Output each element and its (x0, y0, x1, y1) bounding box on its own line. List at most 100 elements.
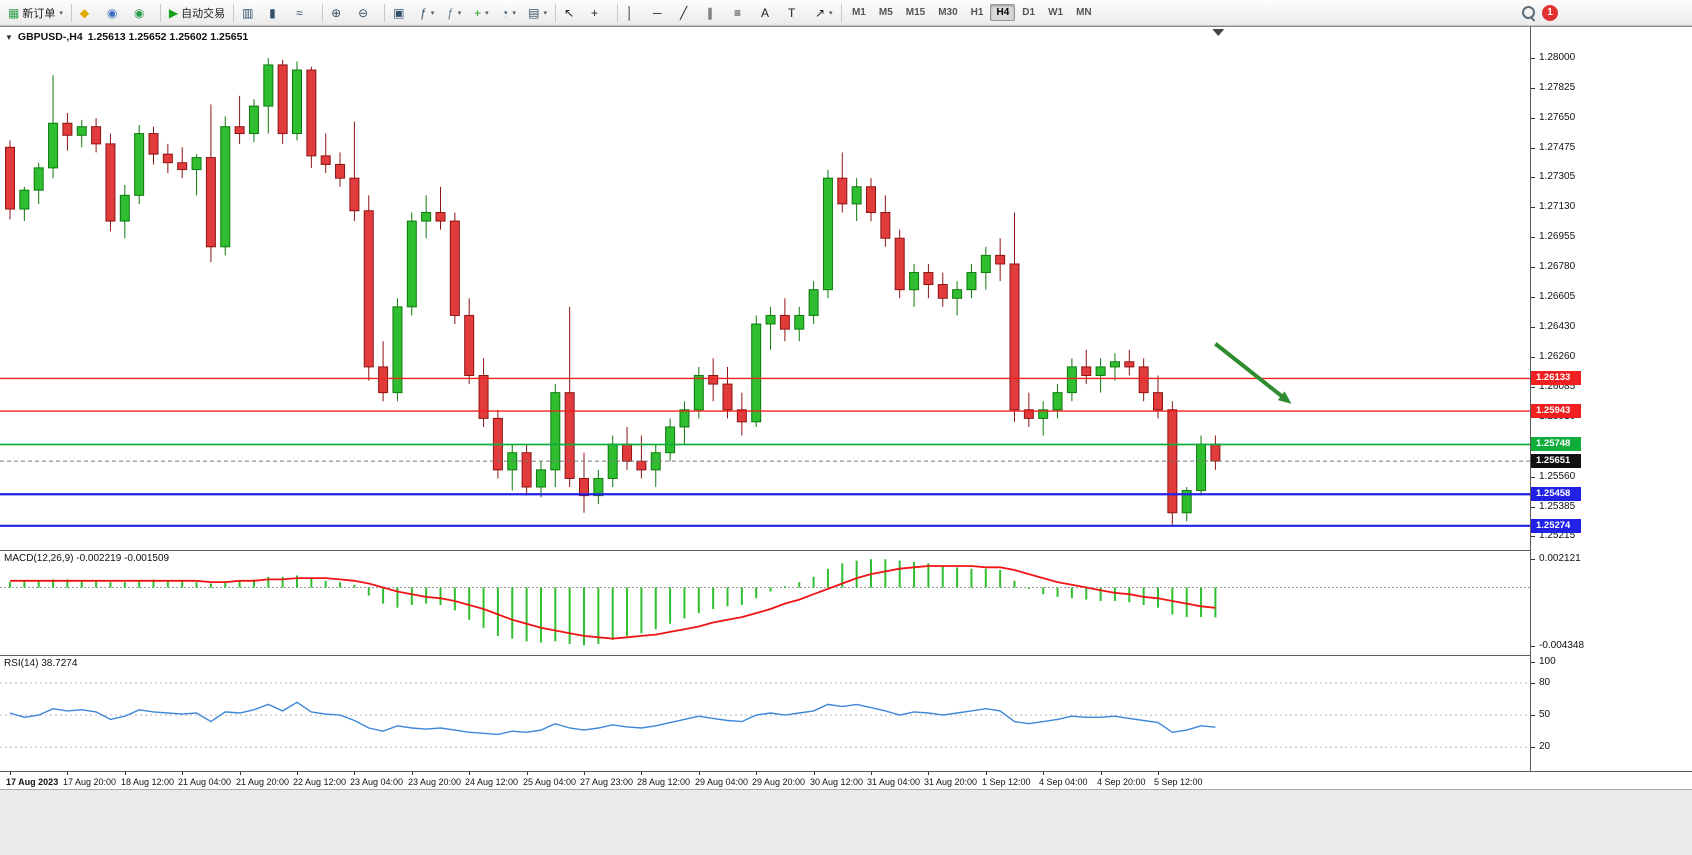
bar-chart-button[interactable]: ▥ (238, 2, 264, 24)
time-label: 1 Sep 12:00 (982, 777, 1031, 787)
search-icon[interactable] (1519, 4, 1537, 22)
rsi-tick-label: 20 (1539, 741, 1551, 752)
wizard-icon: ◆ (79, 5, 90, 20)
candle (636, 460, 647, 471)
templates-button[interactable]: ▤ ▾ (524, 2, 551, 24)
candle (1052, 392, 1063, 411)
candle (579, 477, 589, 497)
time-label: 24 Aug 12:00 (465, 777, 519, 787)
candle (1023, 409, 1034, 419)
time-label: 31 Aug 20:00 (924, 777, 978, 787)
time-axis[interactable]: 17 Aug 2023 17 Aug 20:00 18 Aug 12:00 21 Au… (0, 771, 1692, 790)
horizontal-line-button[interactable]: ─ (649, 2, 675, 24)
candle (378, 366, 389, 394)
toolbar-separator (840, 3, 842, 22)
new-order-button[interactable]: ▦ 新订单 ▾ (4, 2, 67, 24)
timeframe-m15-button[interactable]: M15 (905, 7, 926, 18)
tile-windows-icon: ▣ (393, 5, 405, 20)
add-indicator-button[interactable]: + ▾ (470, 2, 496, 24)
panel-separator (0, 550, 1692, 551)
line-chart-button[interactable]: ≈ (292, 2, 318, 24)
scale-tick (1531, 387, 1535, 388)
indicators-button[interactable]: ƒ ▾ (416, 2, 442, 24)
candle (722, 383, 733, 411)
fibonacci-button[interactable]: ≡ (730, 2, 756, 24)
tile-windows-button[interactable]: ▣ (389, 2, 415, 24)
scale-tick (1531, 683, 1535, 684)
vertical-line-button[interactable]: │ (622, 2, 648, 24)
price-line-box: 1.25274 (1531, 519, 1581, 533)
channel-button[interactable]: ∥ (703, 2, 729, 24)
arrow-annotation[interactable] (1214, 342, 1287, 401)
scale-tick (1531, 177, 1535, 178)
timeframe-mn-button[interactable]: MN (1076, 7, 1092, 18)
refresh-button[interactable]: ◉ (130, 2, 156, 24)
one-click-trading-toggle-icon[interactable]: ▼ (5, 32, 13, 42)
candlestick-chart-button[interactable]: ▮ (265, 2, 291, 24)
trendline-button[interactable]: ╱ (676, 2, 702, 24)
timeframe-m30-button[interactable]: M30 (938, 7, 958, 18)
chart-plot[interactable] (0, 27, 1530, 771)
time-tick (182, 772, 183, 775)
bars-chart-icon: ▥ (242, 5, 254, 20)
periods-button[interactable]: ◔ ▾ (497, 2, 523, 24)
symbol-ohlc-label: ▼ GBPUSD-,H4 1.25613 1.25652 1.25602 1.2… (5, 31, 248, 43)
price-scale[interactable]: 1.28000 1.27825 1.27650 1.27475 1.27305 1.271… (1530, 27, 1692, 771)
indicator-list-button[interactable]: ƒ ▾ (443, 2, 469, 24)
text-icon: A (760, 5, 769, 20)
current-price-box: 1.25651 (1531, 454, 1581, 468)
candle (119, 194, 130, 222)
panel-separator (0, 655, 1692, 656)
zoom-in-button[interactable]: ⊕ (327, 2, 353, 24)
macd-signal-line (10, 565, 1216, 640)
label-button[interactable]: T (784, 2, 810, 24)
candle (220, 126, 231, 248)
candle (923, 272, 934, 286)
timeframe-h4-button[interactable]: H4 (990, 4, 1016, 21)
rsi-value: 38.7274 (41, 658, 78, 669)
timeframe-h1-button[interactable]: H1 (970, 7, 984, 18)
candle (1066, 366, 1077, 394)
cursor-button[interactable]: ↖ (560, 2, 586, 24)
time-tick (641, 772, 642, 775)
time-label: 23 Aug 04:00 (350, 777, 404, 787)
zoom-out-button[interactable]: ⊖ (354, 2, 380, 24)
time-label: 30 Aug 12:00 (810, 777, 864, 787)
mql-wizard-button[interactable]: ◆ (76, 2, 102, 24)
price-tick-label: 1.26085 (1539, 381, 1576, 392)
candle (392, 306, 403, 394)
candle (177, 162, 188, 171)
price-line-box: 1.25748 (1531, 437, 1581, 451)
candle (966, 272, 977, 291)
macd-tick-label: -0.004348 (1539, 640, 1585, 651)
timeframe-w1-button[interactable]: W1 (1048, 7, 1064, 18)
time-tick (1158, 772, 1159, 775)
arrows-button[interactable]: ↗ ▾ (811, 2, 837, 24)
price-line-box: 1.26133 (1531, 371, 1581, 385)
candle (751, 323, 762, 423)
candle (263, 64, 274, 107)
time-label: 29 Aug 04:00 (695, 777, 749, 787)
auto-trading-button[interactable]: ▶ 自动交易 (165, 2, 229, 24)
timeframe-d1-button[interactable]: D1 (1022, 7, 1036, 18)
time-label: 17 Aug 20:00 (63, 777, 117, 787)
notification-badge[interactable]: 1 (1542, 4, 1558, 21)
timeframe-m1-button[interactable]: M1 (851, 7, 866, 18)
time-label: 17 Aug 2023 (6, 777, 59, 787)
chart-shift-marker[interactable] (1212, 29, 1225, 36)
arrow-head (1277, 391, 1292, 404)
macd-indicator-label: MACD(12,26,9) -0.002219 -0.001509 (4, 553, 169, 564)
chart-window[interactable]: ▼ GBPUSD-,H4 1.25613 1.25652 1.25602 1.2… (0, 26, 1692, 790)
timeframe-m5-button[interactable]: M5 (878, 7, 893, 18)
macd-tick-label: 0.002121 (1539, 553, 1581, 564)
candle (837, 177, 848, 205)
play-icon: ▶ (168, 5, 179, 20)
text-button[interactable]: A (757, 2, 783, 24)
candle (851, 186, 862, 205)
status-area (0, 789, 1692, 855)
data-window-button[interactable]: ◉ (103, 2, 129, 24)
time-tick (871, 772, 872, 775)
label-icon: T (787, 5, 796, 20)
candle (665, 426, 676, 454)
crosshair-button[interactable]: + (587, 2, 613, 24)
